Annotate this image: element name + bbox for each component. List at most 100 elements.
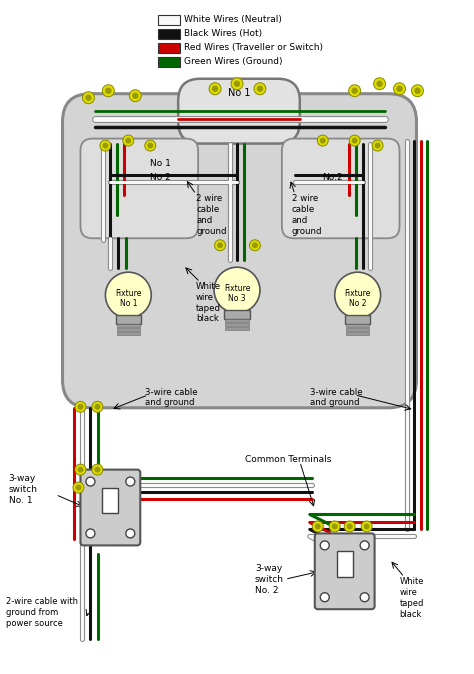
Text: White
wire
taped
black: White wire taped black (400, 578, 424, 619)
Circle shape (78, 467, 83, 472)
Circle shape (344, 521, 355, 532)
Circle shape (106, 88, 111, 93)
Circle shape (352, 138, 357, 143)
Text: 2 wire
cable
and
ground: 2 wire cable and ground (292, 194, 322, 236)
Circle shape (231, 78, 243, 90)
Bar (345, 315, 370, 324)
Circle shape (75, 401, 86, 412)
Circle shape (317, 135, 328, 146)
Bar (337, 551, 353, 578)
FancyBboxPatch shape (282, 139, 400, 239)
Circle shape (145, 140, 156, 151)
Bar (225, 327, 249, 330)
Bar (346, 328, 369, 331)
Circle shape (249, 240, 260, 251)
Circle shape (411, 85, 423, 96)
Bar (158, 15, 180, 25)
Circle shape (372, 140, 383, 151)
Text: Common Terminals: Common Terminals (245, 455, 331, 464)
Circle shape (316, 524, 320, 528)
Circle shape (209, 83, 221, 95)
Text: 2-wire cable with
ground from
power source: 2-wire cable with ground from power sour… (6, 597, 78, 627)
Circle shape (360, 541, 369, 550)
Circle shape (126, 138, 131, 143)
Circle shape (86, 95, 91, 100)
FancyBboxPatch shape (315, 533, 374, 609)
Circle shape (215, 240, 226, 251)
Circle shape (73, 482, 84, 493)
Text: Fixture
No 2: Fixture No 2 (345, 289, 371, 308)
Circle shape (126, 477, 135, 486)
Circle shape (148, 144, 153, 148)
FancyBboxPatch shape (81, 139, 198, 239)
Circle shape (320, 138, 325, 143)
Circle shape (312, 521, 323, 532)
Circle shape (415, 88, 420, 93)
Bar (346, 324, 369, 327)
Bar (116, 315, 141, 324)
Circle shape (374, 78, 385, 90)
Circle shape (82, 92, 94, 104)
Bar (225, 323, 249, 326)
Text: 3-way
switch
No. 2: 3-way switch No. 2 (255, 564, 284, 594)
Text: 3-way
switch
No. 1: 3-way switch No. 1 (9, 474, 37, 505)
Circle shape (126, 529, 135, 538)
Circle shape (235, 82, 239, 86)
Bar (158, 43, 180, 53)
Text: 3-wire cable
and ground: 3-wire cable and ground (145, 388, 198, 407)
Circle shape (92, 464, 103, 475)
Circle shape (361, 521, 372, 532)
Circle shape (254, 83, 266, 95)
Text: 2 wire
cable
and
ground: 2 wire cable and ground (196, 194, 227, 236)
Circle shape (76, 485, 81, 490)
Text: 3-wire cable
and ground: 3-wire cable and ground (310, 388, 363, 407)
Circle shape (349, 85, 361, 96)
Circle shape (123, 135, 134, 146)
Circle shape (103, 144, 108, 148)
Bar (102, 487, 118, 514)
Bar (117, 332, 140, 335)
Circle shape (375, 144, 380, 148)
Circle shape (102, 85, 114, 96)
FancyBboxPatch shape (63, 94, 417, 408)
Text: Fixture
No 3: Fixture No 3 (224, 284, 250, 303)
Text: No 1: No 1 (228, 88, 250, 98)
Circle shape (320, 592, 329, 602)
Circle shape (257, 86, 263, 91)
Circle shape (377, 82, 382, 86)
FancyBboxPatch shape (178, 79, 300, 144)
Circle shape (75, 464, 86, 475)
Circle shape (360, 592, 369, 602)
Text: White
wire
taped
black: White wire taped black (196, 282, 221, 324)
Circle shape (105, 272, 151, 318)
Circle shape (212, 86, 218, 91)
Bar (158, 57, 180, 67)
Text: No.2: No.2 (322, 173, 342, 182)
Circle shape (129, 90, 141, 102)
Circle shape (95, 404, 100, 409)
Text: Red Wires (Traveller or Switch): Red Wires (Traveller or Switch) (184, 43, 323, 53)
Circle shape (218, 243, 222, 247)
Circle shape (393, 83, 405, 95)
Bar (224, 310, 250, 319)
Circle shape (78, 404, 83, 409)
Circle shape (349, 135, 360, 146)
Circle shape (100, 140, 111, 151)
FancyBboxPatch shape (81, 470, 140, 545)
Circle shape (92, 401, 103, 412)
Bar (346, 332, 369, 335)
Circle shape (253, 243, 257, 247)
Bar (117, 328, 140, 331)
Bar (225, 319, 249, 321)
Text: Black Wires (Hot): Black Wires (Hot) (184, 30, 262, 38)
Text: White Wires (Neutral): White Wires (Neutral) (184, 16, 282, 24)
Text: No 1: No 1 (150, 159, 171, 168)
Circle shape (329, 521, 340, 532)
Circle shape (347, 524, 352, 528)
Circle shape (320, 541, 329, 550)
Circle shape (365, 524, 369, 528)
Circle shape (352, 88, 357, 93)
Circle shape (397, 86, 402, 91)
Circle shape (214, 267, 260, 313)
Bar (158, 29, 180, 39)
